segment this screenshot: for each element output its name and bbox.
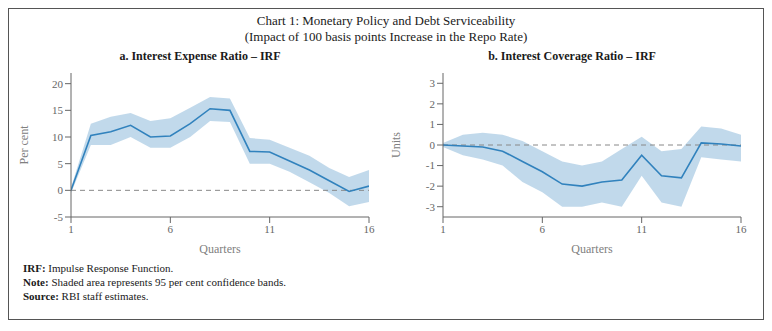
svg-text:-3: -3 — [426, 201, 436, 213]
svg-text:Units: Units — [389, 132, 403, 158]
html-text:Chart 1: Monetary Policy and D: Chart 1: Monetary Policy and Debt Servic… — [256, 13, 516, 28]
svg-text:Per cent: Per cent — [17, 125, 31, 165]
html-text:Note: Shaded area represents 9: Note: Shaded area represents 95 per cent… — [23, 276, 286, 288]
svg-text:1: 1 — [440, 223, 446, 235]
svg-text:3: 3 — [430, 77, 436, 89]
svg-text:0: 0 — [58, 184, 64, 196]
svg-text:1: 1 — [430, 118, 436, 130]
html-text:b. Interest Coverage Ratio – I: b. Interest Coverage Ratio – IRF — [488, 49, 656, 63]
svg-text:6: 6 — [168, 223, 174, 235]
svg-text:2: 2 — [430, 98, 436, 110]
svg-text:0: 0 — [430, 139, 436, 151]
html-text:IRF: Impulse Response Function: IRF: Impulse Response Function. — [23, 262, 174, 274]
svg-text:Quarters: Quarters — [199, 242, 241, 255]
svg-text:6: 6 — [540, 223, 546, 235]
html-text:(Impact of 100 basis points In: (Impact of 100 basis points Increase in … — [244, 29, 528, 44]
svg-text:Quarters: Quarters — [571, 242, 613, 255]
html-text:Source: RBI staff estimates.: Source: RBI staff estimates. — [23, 290, 149, 302]
svg-text:-5: -5 — [54, 211, 64, 223]
svg-text:10: 10 — [52, 131, 64, 143]
svg-text:15: 15 — [52, 104, 64, 116]
svg-text:20: 20 — [52, 78, 64, 90]
svg-text:16: 16 — [364, 223, 376, 235]
svg-text:-2: -2 — [426, 180, 435, 192]
svg-text:5: 5 — [58, 158, 64, 170]
svg-text:11: 11 — [264, 223, 275, 235]
svg-text:1: 1 — [68, 223, 74, 235]
svg-text:-1: -1 — [426, 159, 435, 171]
html-text:a. Interest Expense Ratio – IR: a. Interest Expense Ratio – IRF — [119, 49, 281, 63]
svg-text:11: 11 — [636, 223, 647, 235]
svg-text:16: 16 — [736, 223, 748, 235]
